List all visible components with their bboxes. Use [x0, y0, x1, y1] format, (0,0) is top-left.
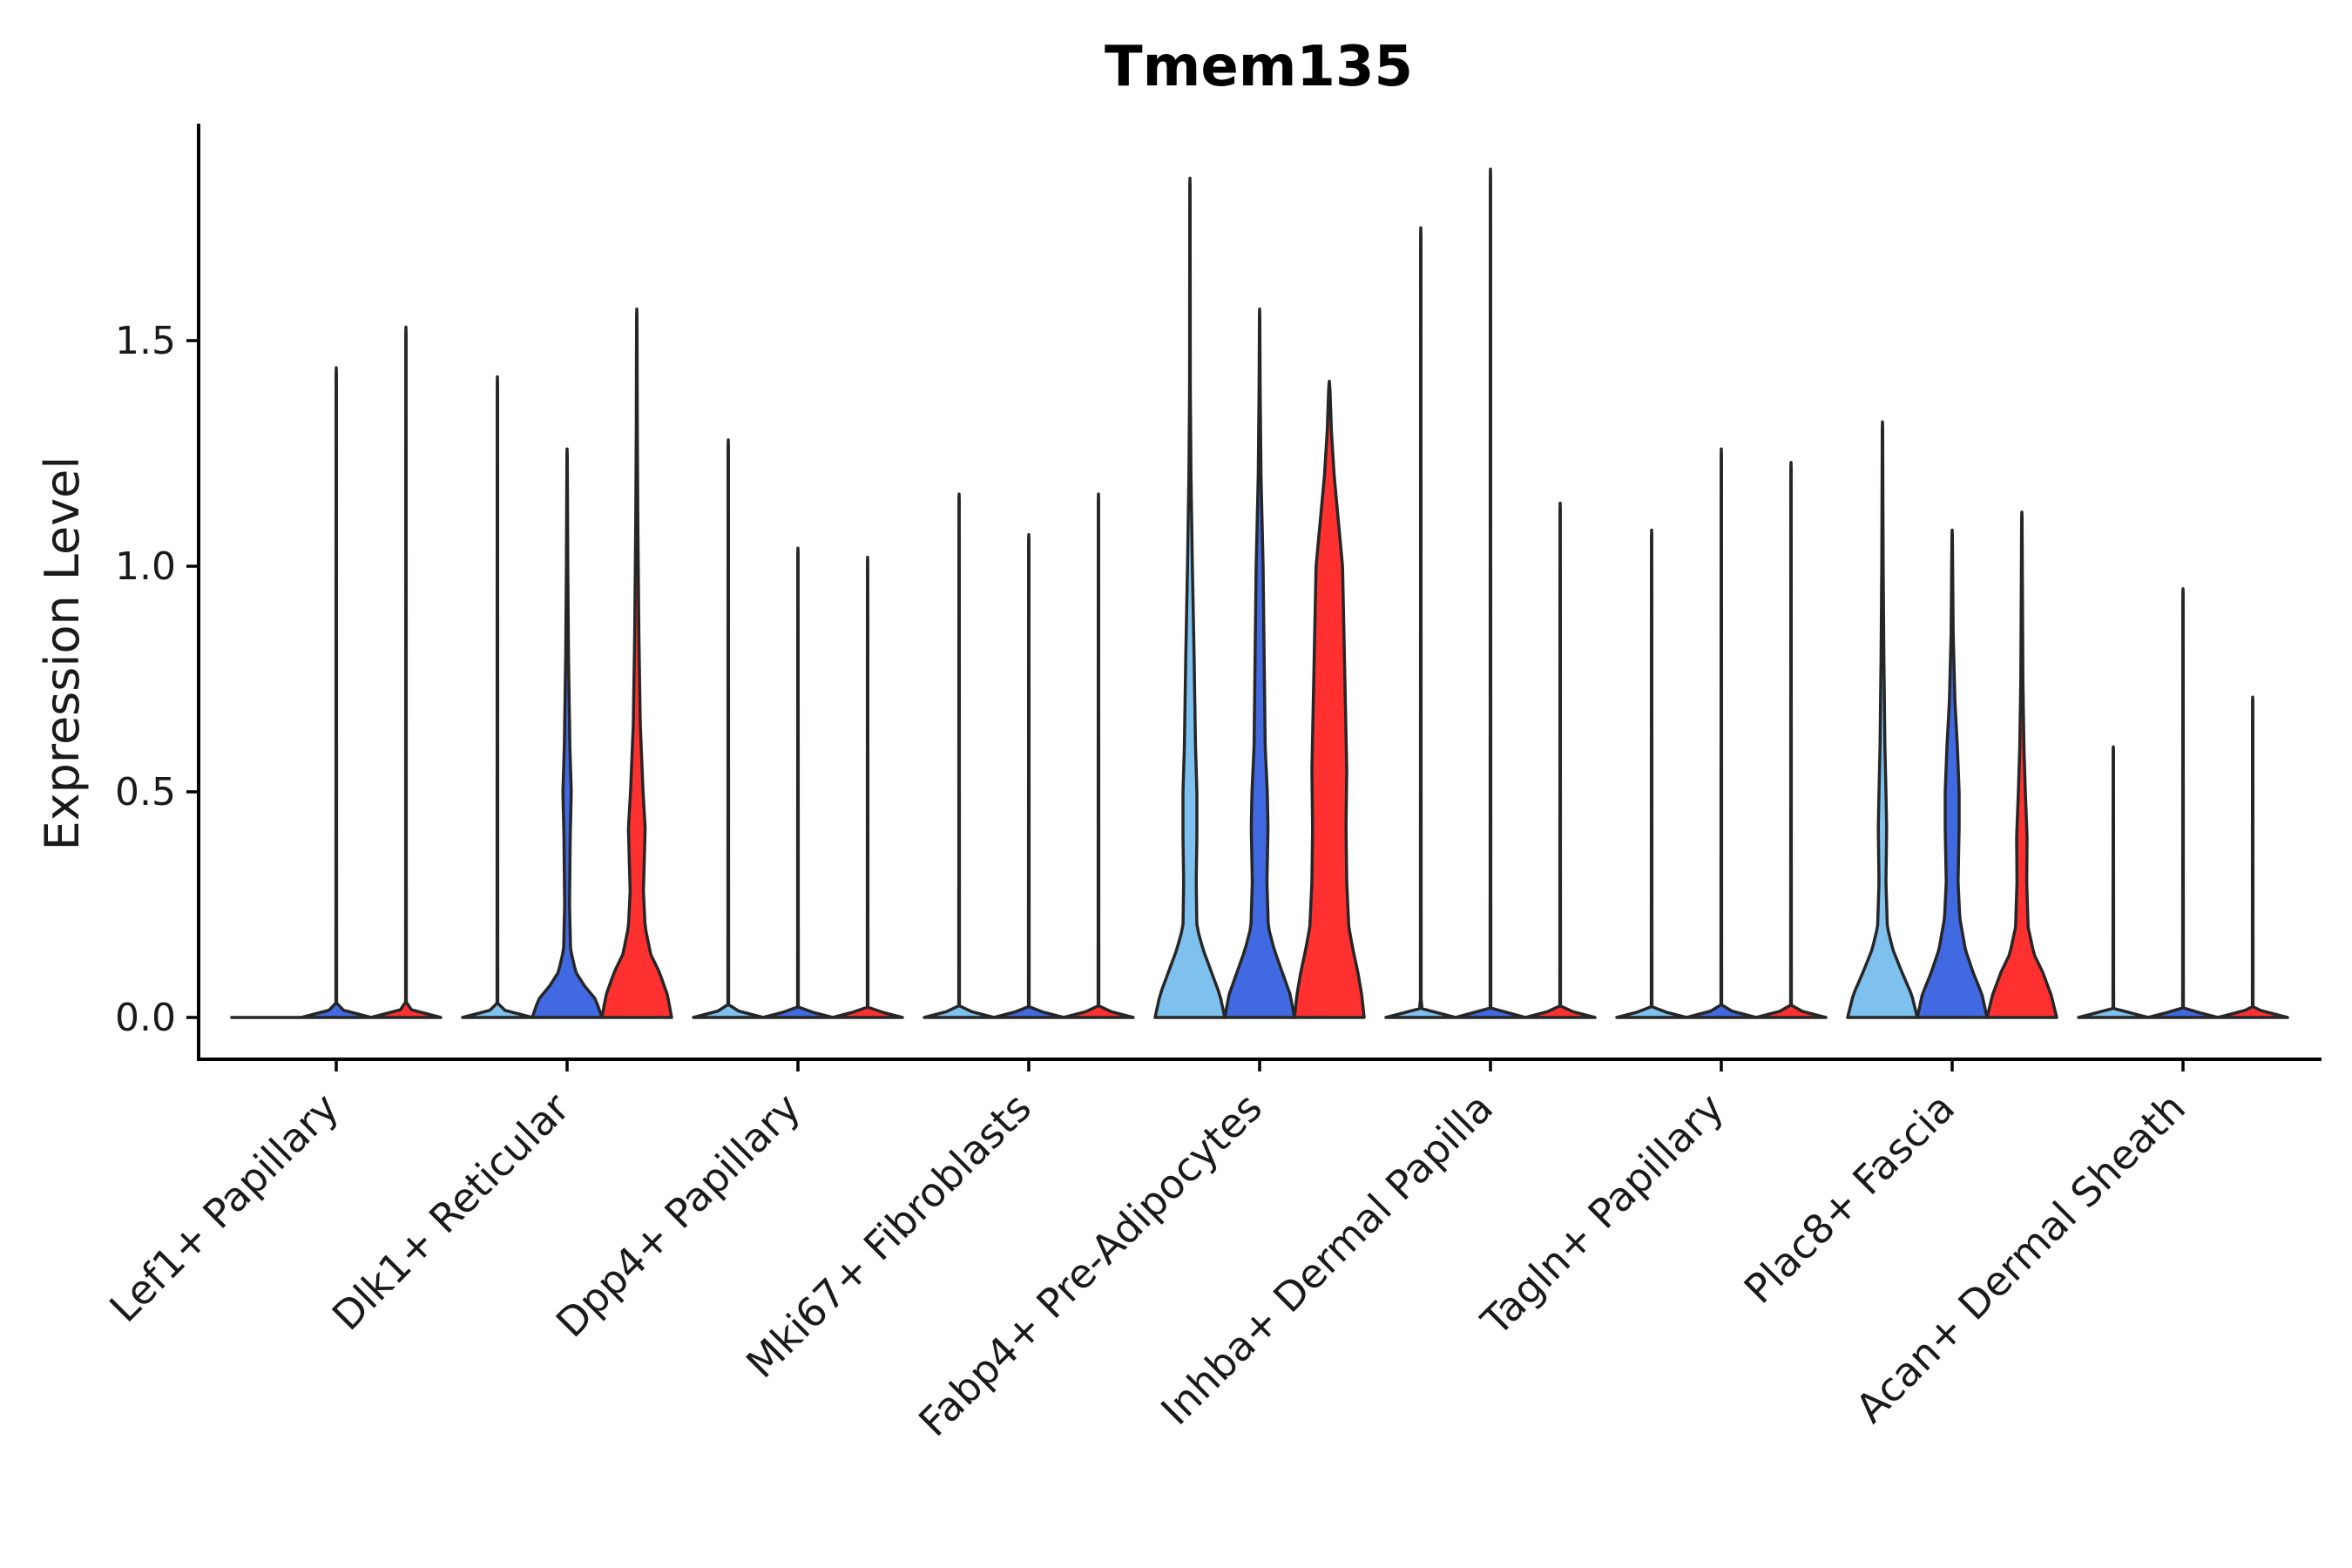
violin-blue-9 — [2146, 587, 2220, 1019]
y-tick-label: 1.0 — [115, 544, 176, 589]
violin-blue-7 — [1685, 447, 1758, 1019]
chart-title: Tmem135 — [1105, 35, 1413, 99]
violin-red-9 — [2216, 695, 2289, 1019]
violin-blue-6 — [1454, 167, 1527, 1019]
violin-red-1 — [369, 325, 443, 1019]
violin-red-6 — [1524, 501, 1597, 1019]
violin-red-5 — [1293, 379, 1366, 1019]
violin-red-3 — [831, 555, 904, 1019]
violin-light-5 — [1153, 176, 1227, 1019]
violin-light-2 — [461, 375, 534, 1019]
violin-blue-8 — [1916, 528, 1989, 1019]
violin-blue-3 — [761, 546, 835, 1019]
y-tick-label: 1.5 — [115, 319, 176, 363]
violin-light-3 — [692, 438, 765, 1019]
x-tick-label: Tagln+ Papillary — [1471, 1084, 1733, 1345]
x-tick-label: Dpp4+ Papillary — [547, 1084, 809, 1346]
violin-blue-4 — [992, 532, 1065, 1019]
violin-light-7 — [1615, 528, 1688, 1019]
y-axis: 0.0 0.5 1.0 1.5 — [115, 319, 199, 1040]
violin-red-7 — [1754, 461, 1828, 1019]
violin-blue-1 — [300, 366, 373, 1019]
violin-red-2 — [600, 307, 673, 1019]
y-tick-label: 0.5 — [115, 770, 176, 814]
x-tick-label: Lef1+ Papillary — [100, 1084, 348, 1331]
violin-blue-2 — [531, 447, 604, 1019]
violin-light-9 — [2077, 745, 2150, 1019]
violin-light-8 — [1846, 420, 1919, 1019]
violin-light-4 — [923, 492, 996, 1019]
y-axis-label: Expression Level — [35, 456, 90, 851]
x-tick-label: Plac8+ Fascia — [1735, 1084, 1963, 1312]
violin-blue-5 — [1223, 307, 1296, 1019]
y-tick-label: 0.0 — [115, 996, 176, 1040]
x-tick-label: Dlk1+ Reticular — [323, 1084, 578, 1339]
violin-light-6 — [1384, 226, 1457, 1019]
violin-red-4 — [1062, 492, 1135, 1019]
violin-series-layer — [230, 167, 2289, 1019]
violin-red-8 — [1985, 510, 2058, 1019]
